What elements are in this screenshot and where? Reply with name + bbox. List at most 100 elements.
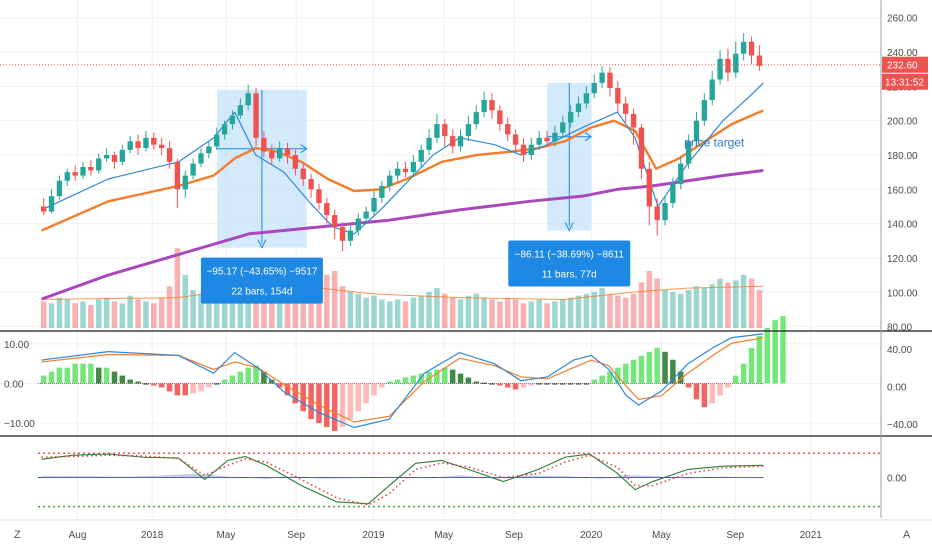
candle-body[interactable]	[56, 180, 63, 197]
candle-body[interactable]	[497, 110, 503, 125]
autoscale-button[interactable]: A	[903, 529, 911, 541]
candle-body[interactable]	[151, 137, 157, 145]
candle-body[interactable]	[756, 55, 763, 66]
candle-body[interactable]	[678, 163, 684, 185]
candle-body[interactable]	[607, 72, 613, 89]
candle-body[interactable]	[717, 58, 723, 80]
candle-body[interactable]	[520, 144, 527, 155]
candle-body[interactable]	[410, 161, 417, 173]
candle-body[interactable]	[237, 105, 243, 116]
candle-body[interactable]	[685, 141, 692, 164]
candle-body[interactable]	[740, 41, 747, 54]
candle-body[interactable]	[88, 167, 94, 171]
candle-body[interactable]	[591, 82, 597, 94]
candle-body[interactable]	[64, 172, 70, 181]
candle-body[interactable]	[442, 124, 448, 137]
candle-body[interactable]	[166, 148, 173, 162]
candle-body[interactable]	[80, 167, 86, 176]
candle-body[interactable]	[316, 189, 322, 204]
candle-body[interactable]	[489, 100, 495, 111]
candle-body[interactable]	[473, 112, 479, 125]
candle-body[interactable]	[434, 124, 440, 138]
candle-body[interactable]	[292, 154, 299, 169]
candle-body[interactable]	[394, 168, 401, 176]
candle-body[interactable]	[418, 149, 424, 162]
candle-body[interactable]	[481, 100, 487, 113]
candle-body[interactable]	[284, 148, 291, 155]
candle-body[interactable]	[623, 103, 629, 114]
candle-body[interactable]	[693, 120, 700, 142]
candle-body[interactable]	[229, 115, 236, 125]
candle-body[interactable]	[426, 137, 432, 150]
candle-body[interactable]	[158, 144, 165, 149]
candle-body[interactable]	[253, 93, 259, 138]
candle-body[interactable]	[748, 41, 755, 56]
candle-body[interactable]	[190, 163, 196, 176]
candle-body[interactable]	[725, 58, 731, 73]
candle-body[interactable]	[332, 215, 338, 228]
candle-body[interactable]	[402, 168, 409, 173]
candle-body[interactable]	[457, 136, 464, 147]
candle-body[interactable]	[638, 127, 645, 169]
candle-body[interactable]	[300, 168, 306, 180]
macd-histogram-bar	[662, 351, 668, 384]
candle-body[interactable]	[536, 137, 542, 145]
candle-body[interactable]	[387, 175, 393, 186]
candle-body[interactable]	[72, 172, 78, 176]
candle-body[interactable]	[379, 185, 385, 198]
candle-body[interactable]	[41, 206, 47, 212]
candle-body[interactable]	[119, 149, 126, 162]
candle-body[interactable]	[245, 93, 251, 106]
candle-body[interactable]	[269, 151, 275, 159]
candle-body[interactable]	[103, 154, 110, 159]
candle-body[interactable]	[646, 168, 652, 207]
candle-body[interactable]	[615, 88, 621, 104]
measure-label-2[interactable]: −86.11 (−38.69%) −8611 11 bars, 77d	[508, 240, 631, 287]
candle-body[interactable]	[324, 203, 330, 216]
candle-body[interactable]	[505, 124, 511, 135]
candle-body[interactable]	[363, 211, 369, 219]
candle-body[interactable]	[528, 144, 534, 155]
candle-body[interactable]	[465, 124, 472, 137]
candle-body[interactable]	[308, 179, 314, 190]
candle-body[interactable]	[654, 206, 660, 221]
candle-body[interactable]	[371, 197, 377, 212]
candle-body[interactable]	[143, 137, 149, 149]
timezone-label[interactable]: Z	[14, 529, 21, 541]
measure-label-1[interactable]: −95.17 (−43.65%) −9517 22 bars, 154d	[200, 257, 323, 304]
candle-body[interactable]	[276, 148, 283, 159]
candle-body[interactable]	[111, 154, 118, 162]
price-target-annotation[interactable]: price target	[684, 135, 745, 149]
candle-body[interactable]	[214, 134, 220, 147]
candle-body[interactable]	[355, 218, 361, 231]
candle-body[interactable]	[709, 79, 715, 101]
candle-body[interactable]	[48, 196, 55, 212]
candle-body[interactable]	[449, 136, 456, 147]
candle-body[interactable]	[583, 93, 590, 104]
candle-body[interactable]	[552, 132, 558, 142]
candle-body[interactable]	[567, 112, 574, 123]
candle-body[interactable]	[599, 72, 605, 83]
candle-body[interactable]	[221, 124, 228, 135]
candle-body[interactable]	[733, 53, 739, 73]
candle-body[interactable]	[182, 175, 188, 190]
candle-body[interactable]	[96, 158, 102, 171]
candle-body[interactable]	[127, 141, 133, 150]
candle-body[interactable]	[347, 230, 354, 241]
candle-body[interactable]	[560, 122, 566, 133]
candle-body[interactable]	[339, 227, 346, 241]
candle-body[interactable]	[512, 134, 519, 145]
candle-body[interactable]	[701, 100, 708, 121]
candle-body[interactable]	[544, 137, 550, 142]
candles-layer[interactable]	[41, 33, 763, 252]
candle-body[interactable]	[662, 203, 668, 221]
candle-body[interactable]	[630, 113, 637, 128]
candle-body[interactable]	[198, 153, 204, 164]
candle-body[interactable]	[575, 103, 582, 113]
candle-body[interactable]	[135, 141, 141, 149]
candle-body[interactable]	[670, 184, 676, 204]
candle-body[interactable]	[206, 146, 212, 154]
candle-body[interactable]	[261, 137, 267, 152]
candle-body[interactable]	[174, 161, 181, 190]
